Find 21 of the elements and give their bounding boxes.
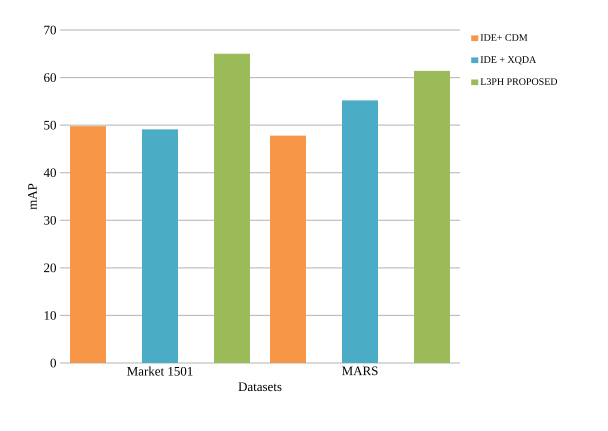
y-tick-label: 20 xyxy=(44,263,56,272)
bar xyxy=(214,54,250,363)
x-tick-label: Market 1501 xyxy=(127,366,192,376)
legend-label: IDE + XQDA xyxy=(480,56,536,64)
y-tick-label: 10 xyxy=(44,311,56,320)
bar xyxy=(142,129,178,363)
y-tick-label: 30 xyxy=(44,216,56,225)
y-tick-label: 70 xyxy=(44,26,56,34)
bar xyxy=(270,136,306,363)
x-tick-label: MARS xyxy=(342,366,378,376)
y-tick-label: 50 xyxy=(44,120,56,130)
legend-label: L3PH PROPOSED xyxy=(480,78,558,85)
y-tick-label: 0 xyxy=(50,358,56,368)
bar xyxy=(70,126,106,363)
bar xyxy=(342,100,378,363)
y-axis-title: mAP xyxy=(28,184,37,210)
legend-label: IDE+ CDM xyxy=(480,34,528,41)
y-tick-label: 60 xyxy=(44,73,56,82)
y-tick-label: 40 xyxy=(44,168,56,178)
x-axis-title: Datasets xyxy=(238,382,282,392)
bar xyxy=(414,70,450,363)
